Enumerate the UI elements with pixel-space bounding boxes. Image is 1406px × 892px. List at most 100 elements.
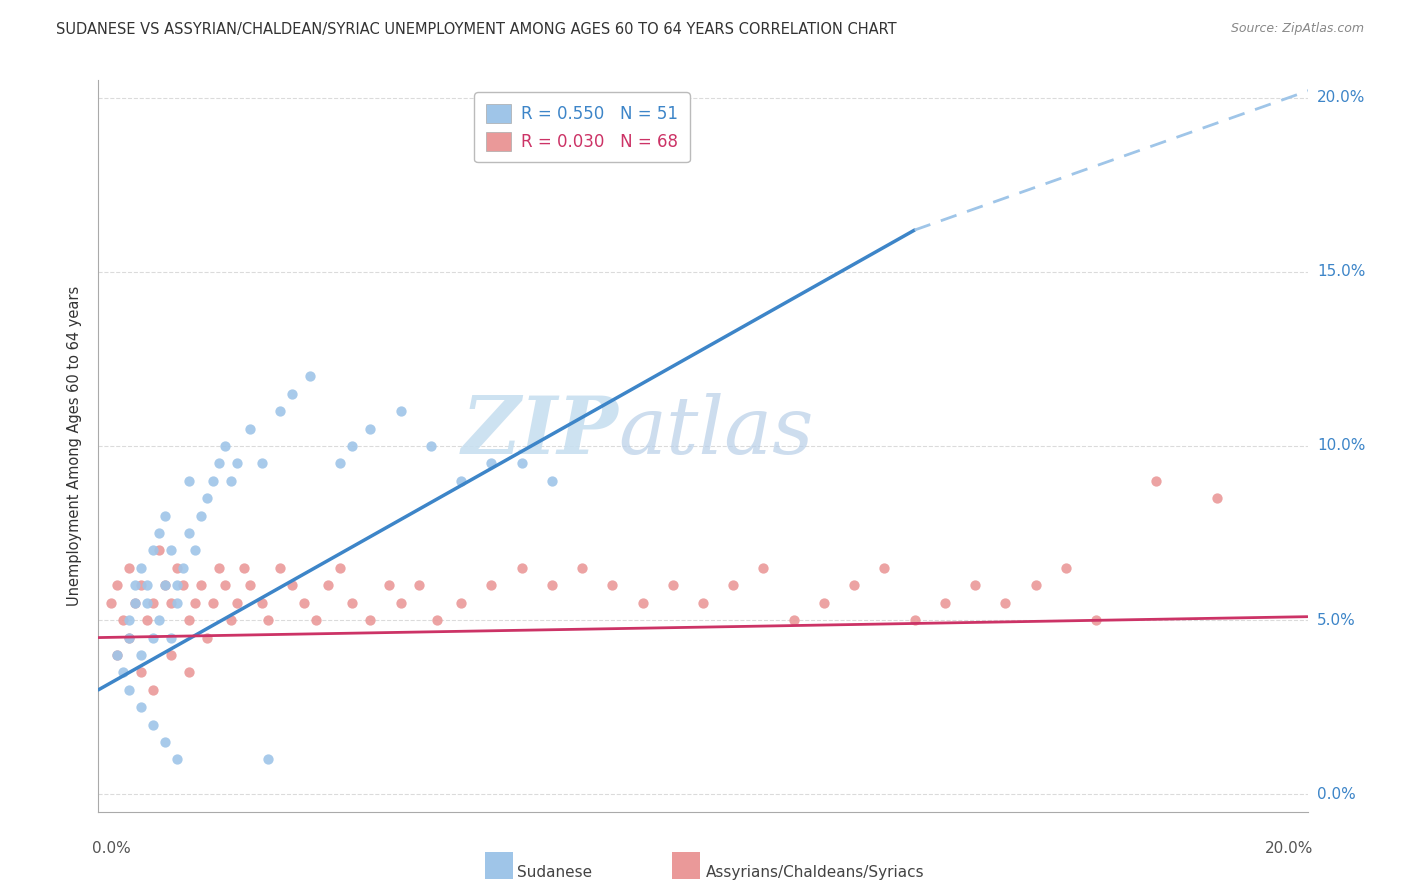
- Point: [661, 578, 683, 592]
- Point: [1206, 491, 1229, 506]
- Point: [129, 665, 152, 680]
- Point: [342, 596, 364, 610]
- Point: [118, 682, 141, 697]
- Point: [510, 561, 533, 575]
- Point: [782, 613, 804, 627]
- Point: [426, 613, 449, 627]
- Point: [177, 526, 201, 541]
- Text: 0.0%: 0.0%: [93, 841, 131, 856]
- Point: [360, 421, 382, 435]
- Point: [904, 613, 927, 627]
- Point: [232, 561, 254, 575]
- Point: [153, 578, 176, 592]
- Point: [208, 561, 231, 575]
- Point: [510, 457, 533, 471]
- Point: [292, 596, 315, 610]
- Text: Sudanese: Sudanese: [517, 865, 592, 880]
- Point: [221, 613, 243, 627]
- Point: [105, 648, 128, 662]
- Point: [195, 491, 218, 506]
- Point: [239, 421, 262, 435]
- Y-axis label: Unemployment Among Ages 60 to 64 years: Unemployment Among Ages 60 to 64 years: [67, 285, 83, 607]
- Point: [481, 578, 503, 592]
- Point: [153, 735, 176, 749]
- Point: [1024, 578, 1046, 592]
- Point: [1054, 561, 1077, 575]
- Point: [202, 596, 225, 610]
- Point: [360, 613, 382, 627]
- Point: [118, 613, 141, 627]
- Point: [153, 508, 176, 523]
- Point: [148, 613, 170, 627]
- Point: [226, 457, 249, 471]
- Point: [172, 561, 194, 575]
- Point: [166, 752, 188, 766]
- Point: [965, 578, 987, 592]
- Point: [100, 596, 122, 610]
- Point: [129, 648, 152, 662]
- Point: [316, 578, 339, 592]
- Point: [450, 474, 472, 488]
- Text: Assyrians/Chaldeans/Syriacs: Assyrians/Chaldeans/Syriacs: [706, 865, 924, 880]
- Point: [214, 439, 236, 453]
- Point: [160, 648, 183, 662]
- Point: [166, 561, 188, 575]
- Text: Source: ZipAtlas.com: Source: ZipAtlas.com: [1230, 22, 1364, 36]
- Point: [256, 752, 278, 766]
- Point: [153, 578, 176, 592]
- Point: [329, 561, 352, 575]
- Point: [256, 613, 278, 627]
- Point: [281, 578, 304, 592]
- Point: [177, 474, 201, 488]
- Point: [111, 613, 134, 627]
- Point: [118, 631, 141, 645]
- Point: [813, 596, 835, 610]
- Point: [281, 386, 304, 401]
- Point: [221, 474, 243, 488]
- Point: [129, 561, 152, 575]
- Point: [118, 631, 141, 645]
- Text: 0.0%: 0.0%: [1317, 787, 1355, 802]
- Point: [1085, 613, 1108, 627]
- Point: [160, 596, 183, 610]
- Point: [166, 596, 188, 610]
- Point: [342, 439, 364, 453]
- Point: [250, 596, 273, 610]
- Point: [721, 578, 744, 592]
- Point: [160, 543, 183, 558]
- Point: [148, 526, 170, 541]
- Point: [142, 682, 165, 697]
- Point: [190, 578, 212, 592]
- Point: [1144, 474, 1167, 488]
- Point: [226, 596, 249, 610]
- Point: [124, 578, 146, 592]
- Point: [142, 717, 165, 731]
- Point: [377, 578, 399, 592]
- Point: [934, 596, 956, 610]
- Point: [419, 439, 441, 453]
- Point: [142, 596, 165, 610]
- Point: [160, 631, 183, 645]
- Point: [135, 578, 157, 592]
- Point: [177, 613, 201, 627]
- Point: [873, 561, 896, 575]
- Point: [540, 578, 562, 592]
- Point: [752, 561, 775, 575]
- Point: [118, 561, 141, 575]
- Point: [329, 457, 352, 471]
- Point: [105, 648, 128, 662]
- Point: [481, 457, 503, 471]
- Point: [111, 665, 134, 680]
- Point: [239, 578, 262, 592]
- Point: [250, 457, 273, 471]
- Point: [184, 596, 207, 610]
- Point: [389, 404, 412, 418]
- Text: 20.0%: 20.0%: [1265, 841, 1313, 856]
- Point: [124, 596, 146, 610]
- Legend: R = 0.550   N = 51, R = 0.030   N = 68: R = 0.550 N = 51, R = 0.030 N = 68: [474, 92, 690, 162]
- Point: [602, 578, 624, 592]
- Point: [450, 596, 472, 610]
- Point: [571, 561, 593, 575]
- Point: [692, 596, 714, 610]
- Point: [142, 543, 165, 558]
